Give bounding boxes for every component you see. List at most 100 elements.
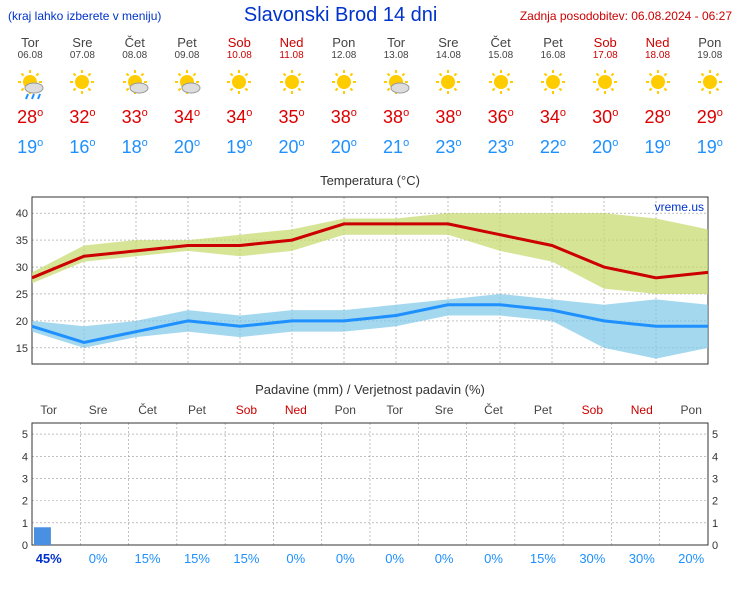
precip-pct: 0% xyxy=(370,549,419,568)
svg-text:3: 3 xyxy=(712,473,718,485)
high-temp: 36o xyxy=(475,105,527,130)
svg-text:1: 1 xyxy=(22,518,28,530)
weather-icon xyxy=(475,68,527,100)
precip-pct: 30% xyxy=(568,549,617,568)
precip-day-label: Sob xyxy=(222,401,271,419)
day-header: Sre07.08 xyxy=(56,33,108,63)
svg-text:vreme.us: vreme.us xyxy=(655,200,704,214)
svg-text:0: 0 xyxy=(712,540,718,549)
precip-chart-title: Padavine (mm) / Verjetnost padavin (%) xyxy=(4,378,736,401)
precip-pct: 20% xyxy=(666,549,715,568)
low-temp: 19o xyxy=(684,135,736,160)
high-temp: 38o xyxy=(318,105,370,130)
weather-icon xyxy=(579,68,631,100)
high-temp: 34o xyxy=(527,105,579,130)
day-header: Pet16.08 xyxy=(527,33,579,63)
header: (kraj lahko izberete v meniju) Slavonski… xyxy=(0,0,740,31)
weather-icon xyxy=(527,68,579,100)
high-temp: 33o xyxy=(109,105,161,130)
weather-icon xyxy=(370,68,422,100)
precip-pct: 15% xyxy=(123,549,172,568)
weather-icon xyxy=(161,68,213,100)
day-header: Pon19.08 xyxy=(684,33,736,63)
precip-day-label: Sob xyxy=(568,401,617,419)
weather-icon xyxy=(631,68,683,100)
precip-day-label: Sre xyxy=(73,401,122,419)
page-title: Slavonski Brod 14 dni xyxy=(244,4,437,27)
weather-icon xyxy=(56,68,108,100)
svg-text:20: 20 xyxy=(16,316,28,328)
weather-icon xyxy=(4,68,56,100)
weather-icon xyxy=(109,68,161,100)
precip-day-label: Pon xyxy=(321,401,370,419)
svg-text:5: 5 xyxy=(22,429,28,441)
svg-text:0: 0 xyxy=(22,540,28,549)
high-temp: 35o xyxy=(265,105,317,130)
menu-note: (kraj lahko izberete v meniju) xyxy=(8,9,161,23)
svg-text:30: 30 xyxy=(16,262,28,274)
high-temp: 28o xyxy=(4,105,56,130)
high-temp: 32o xyxy=(56,105,108,130)
low-temp: 19o xyxy=(4,135,56,160)
precip-chart-svg: 001122334455 xyxy=(4,419,736,549)
svg-text:40: 40 xyxy=(16,208,28,220)
low-temp: 23o xyxy=(422,135,474,160)
weather-icon xyxy=(684,68,736,100)
temperature-chart: Temperatura (°C) 152025303540vreme.us xyxy=(4,169,736,372)
temp-chart-svg: 152025303540vreme.us xyxy=(4,192,736,372)
precip-pct: 0% xyxy=(469,549,518,568)
svg-text:2: 2 xyxy=(712,496,718,508)
day-header: Ned18.08 xyxy=(631,33,683,63)
precip-day-label: Ned xyxy=(271,401,320,419)
svg-text:15: 15 xyxy=(16,343,28,355)
temp-chart-title: Temperatura (°C) xyxy=(4,169,736,192)
precip-day-label: Sre xyxy=(419,401,468,419)
high-temp: 34o xyxy=(213,105,265,130)
precip-day-label: Pet xyxy=(518,401,567,419)
precip-pct: 30% xyxy=(617,549,666,568)
high-temp: 29o xyxy=(684,105,736,130)
day-header: Sre14.08 xyxy=(422,33,474,63)
weather-icon xyxy=(422,68,474,100)
weather-icon xyxy=(213,68,265,100)
precip-day-labels: TorSreČetPetSobNedPonTorSreČetPetSobNedP… xyxy=(4,401,736,419)
day-header: Čet15.08 xyxy=(475,33,527,63)
svg-text:4: 4 xyxy=(712,451,718,463)
day-header: Tor06.08 xyxy=(4,33,56,63)
high-temp: 30o xyxy=(579,105,631,130)
day-header: Sob17.08 xyxy=(579,33,631,63)
high-temp: 38o xyxy=(370,105,422,130)
weather-icon xyxy=(318,68,370,100)
low-temp: 22o xyxy=(527,135,579,160)
precip-day-label: Tor xyxy=(24,401,73,419)
day-header: Čet08.08 xyxy=(109,33,161,63)
icons-row xyxy=(0,66,740,103)
svg-text:2: 2 xyxy=(22,496,28,508)
high-temps-row: 28o32o33o34o34o35o38o38o38o36o34o30o28o2… xyxy=(0,103,740,133)
low-temp: 19o xyxy=(631,135,683,160)
precip-day-label: Čet xyxy=(123,401,172,419)
svg-text:1: 1 xyxy=(712,518,718,530)
day-header: Sob10.08 xyxy=(213,33,265,63)
low-temp: 21o xyxy=(370,135,422,160)
precip-pct-row: 45%0%15%15%15%0%0%0%0%0%15%30%30%20% xyxy=(4,549,736,568)
svg-text:4: 4 xyxy=(22,451,28,463)
high-temp: 28o xyxy=(631,105,683,130)
day-header: Tor13.08 xyxy=(370,33,422,63)
precip-day-label: Ned xyxy=(617,401,666,419)
precip-pct: 15% xyxy=(222,549,271,568)
low-temp: 20o xyxy=(579,135,631,160)
weather-icon xyxy=(265,68,317,100)
precip-pct: 0% xyxy=(73,549,122,568)
day-header: Pon12.08 xyxy=(318,33,370,63)
svg-text:5: 5 xyxy=(712,429,718,441)
precip-day-label: Pon xyxy=(666,401,715,419)
low-temp: 20o xyxy=(161,135,213,160)
last-update: Zadnja posodobitev: 06.08.2024 - 06:27 xyxy=(520,9,732,23)
high-temp: 34o xyxy=(161,105,213,130)
low-temp: 16o xyxy=(56,135,108,160)
low-temp: 20o xyxy=(265,135,317,160)
day-header: Ned11.08 xyxy=(265,33,317,63)
precip-pct: 0% xyxy=(321,549,370,568)
precip-pct: 0% xyxy=(419,549,468,568)
